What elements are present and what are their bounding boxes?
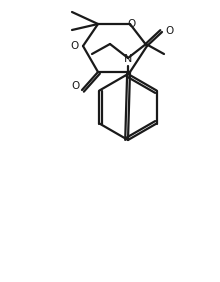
Text: O: O	[128, 19, 136, 29]
Text: O: O	[165, 26, 173, 36]
Text: N: N	[124, 54, 132, 64]
Text: O: O	[72, 81, 80, 91]
Text: O: O	[71, 41, 79, 51]
